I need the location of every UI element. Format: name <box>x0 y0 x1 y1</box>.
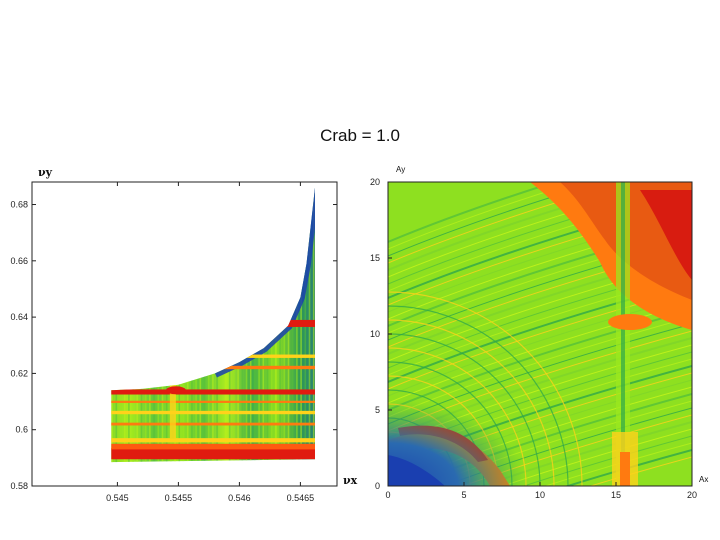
heatmap-streak <box>388 182 603 257</box>
left-y-tick-label: 0.68 <box>10 200 28 210</box>
heatmap-streak <box>588 456 692 486</box>
right-axis-ticks: 0 5 10 15 20 0 5 10 15 20 <box>370 177 697 500</box>
left-resonance-band <box>111 400 315 403</box>
left-x-tick-label: 0.5465 <box>287 493 315 503</box>
left-y-tick-label: 0.62 <box>10 368 28 378</box>
heatmap-streak <box>522 435 692 486</box>
right-x-tick-label: 20 <box>687 490 697 500</box>
left-resonance-band <box>111 422 315 426</box>
left-y-tick-label: 0.64 <box>10 312 28 322</box>
right-x-tick-label: 5 <box>461 490 466 500</box>
right-y-axis-label: Ay <box>396 165 405 174</box>
heatmap-streak <box>388 182 559 243</box>
heatmap-orange-blob <box>608 314 652 330</box>
left-resonance-band <box>111 410 315 415</box>
left-resonance-band <box>111 438 315 443</box>
heatmap-deep-red-region <box>640 190 692 280</box>
heatmap-arc <box>388 319 555 486</box>
left-region-streak <box>355 182 357 486</box>
heatmap-arc <box>388 333 541 486</box>
left-chart: 0.545 0.5455 0.546 0.5465 0.58 0.6 0.62 0.64 0.6… <box>10 166 361 503</box>
left-region-streak <box>347 182 349 486</box>
left-resonance-band <box>111 448 315 460</box>
left-resonance-band <box>111 443 315 450</box>
right-chart: 0 5 10 15 20 0 5 10 15 20 Ay Ax <box>370 165 708 500</box>
left-x-tick-label: 0.5455 <box>165 493 193 503</box>
heatmap-streak <box>564 449 692 486</box>
left-axis-ticks: 0.545 0.5455 0.546 0.5465 0.58 0.6 0.62 0.64 0.6… <box>10 182 337 503</box>
left-y-tick-label: 0.6 <box>15 425 28 435</box>
left-region-streak <box>359 182 361 486</box>
left-x-tick-label: 0.546 <box>228 493 251 503</box>
heatmap-blue-core <box>388 455 445 486</box>
slide-title: Crab = 1.0 <box>320 126 400 145</box>
left-region-streak <box>342 182 344 486</box>
heatmap-streak <box>388 182 627 264</box>
left-region-streak <box>338 182 340 486</box>
right-x-tick-label: 10 <box>535 490 545 500</box>
right-x-axis-label: Ax <box>699 475 708 484</box>
left-y-tick-label: 0.66 <box>10 256 28 266</box>
left-y-tick-label: 0.58 <box>10 481 28 491</box>
heatmap-vertical-line <box>621 182 625 486</box>
left-x-tick-label: 0.545 <box>106 493 129 503</box>
right-x-tick-label: 0 <box>385 490 390 500</box>
right-y-tick-label: 15 <box>370 253 380 263</box>
right-x-tick-label: 15 <box>611 490 621 500</box>
right-heatmap <box>388 182 692 486</box>
left-resonance-band <box>111 389 315 395</box>
heatmap-streak <box>388 302 692 404</box>
heatmap-arc <box>388 291 583 486</box>
right-y-tick-label: 10 <box>370 329 380 339</box>
right-y-tick-label: 0 <box>375 481 380 491</box>
heatmap-arc <box>388 305 569 486</box>
left-resonance-column <box>169 384 176 439</box>
left-x-axis-label: νx <box>343 474 358 487</box>
right-y-tick-label: 5 <box>375 405 380 415</box>
heatmap-orange-spot <box>620 452 630 486</box>
left-resonance-spot <box>165 386 186 395</box>
heatmap-streak <box>388 182 580 250</box>
left-y-axis-label: νy <box>38 166 53 179</box>
left-region-streak <box>351 182 353 486</box>
right-y-tick-label: 20 <box>370 177 380 187</box>
heatmap-streak <box>543 442 692 486</box>
